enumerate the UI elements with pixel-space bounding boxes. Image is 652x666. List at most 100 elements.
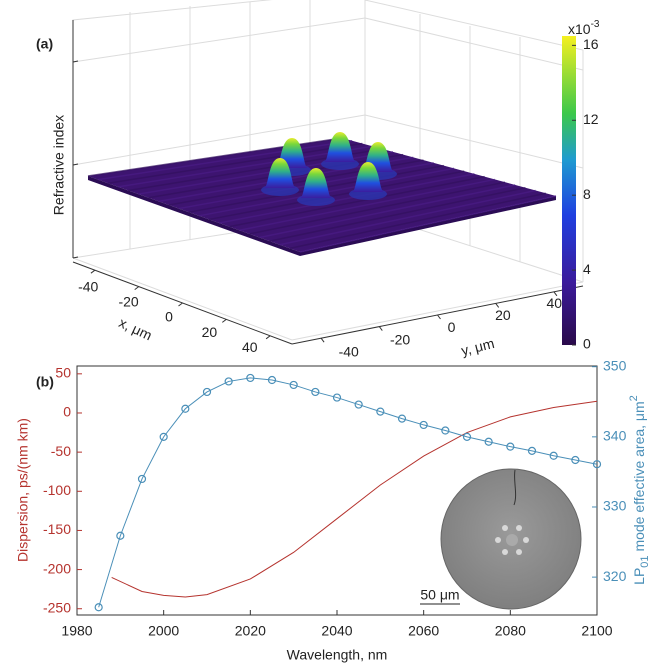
surface-edge: [300, 196, 556, 256]
y-tick-label: -100: [43, 482, 71, 498]
y-tick: [495, 303, 500, 308]
y-tick-label: 40: [547, 295, 563, 311]
y2-label-prefix: LP: [631, 568, 647, 585]
z-tick: [72, 60, 79, 63]
marker: [506, 442, 515, 451]
x-tick: [90, 269, 96, 274]
x-tick: [222, 318, 227, 323]
surface-ripple: [209, 170, 465, 221]
scale-base: x10: [568, 21, 591, 37]
y-tick-label: -40: [339, 344, 359, 360]
y-tick: [437, 314, 441, 320]
panel-b: (b) 50 μm Wavelength, nm Dispersion, ps/…: [15, 357, 651, 662]
marker: [376, 407, 385, 416]
marker: [332, 393, 342, 402]
y2-tick-label: 340: [603, 428, 627, 444]
y-tick-label: 0: [63, 404, 71, 420]
x-tick-label: 2020: [235, 623, 266, 639]
marker: [311, 387, 320, 397]
peak: [300, 168, 332, 198]
scale-exponent: -3: [591, 19, 600, 30]
y-tick-label: -50: [51, 443, 71, 459]
y-tick-label: -150: [43, 521, 71, 537]
y-tick-label: 20: [495, 307, 511, 323]
scale-bar-label: 50 μm: [420, 587, 459, 603]
x-tick-label: 2040: [321, 623, 352, 639]
colorbar-tick-label: 12: [583, 111, 599, 127]
y-tick-label: 50: [55, 365, 71, 381]
panel-label: (b): [36, 374, 54, 390]
x-tick-label: 20: [202, 324, 218, 340]
x-tick-label: 1980: [61, 623, 92, 639]
y2-tick-label: 320: [603, 568, 627, 584]
y-label: Dispersion, ps/(nm km): [15, 418, 31, 562]
surface-ripple: [279, 189, 536, 246]
grid-line: [72, 17, 366, 63]
z-tick: [72, 163, 79, 166]
surface-edge: [88, 176, 300, 256]
marker: [202, 387, 212, 397]
x-tick-label: 40: [242, 339, 258, 355]
colorbar-tick-label: 16: [583, 36, 599, 52]
y2-tick-label: 330: [603, 498, 627, 514]
y2-label-subscript: 01: [639, 555, 651, 567]
surface-ripple: [108, 142, 363, 184]
z-tick: [72, 256, 79, 259]
grid-line: [291, 281, 584, 341]
y2-tick-label: 350: [603, 357, 627, 373]
grid-line: [364, 114, 584, 169]
colorbar-tick-label: 8: [583, 186, 591, 202]
x-label: Wavelength, nm: [287, 647, 388, 663]
x-tick: [178, 302, 183, 307]
marker: [441, 426, 450, 435]
inset-cores: [495, 525, 529, 555]
y2-label-main: mode effective area, μm: [631, 401, 647, 555]
marker: [116, 531, 125, 540]
x-tick-label: 2100: [581, 623, 612, 639]
y-tick-label: -250: [43, 599, 71, 615]
marker: [224, 377, 233, 386]
colorbar-tick-label: 4: [583, 261, 591, 277]
surface-ripple: [289, 192, 546, 250]
surface-ripple: [219, 173, 475, 224]
marker: [462, 432, 472, 441]
surface-ripple: [97, 140, 353, 181]
series-line: [111, 400, 598, 598]
y-label: y, μm: [460, 335, 496, 359]
x-tick-label: 0: [165, 309, 173, 325]
box-edge: [364, 0, 584, 282]
marker: [592, 460, 602, 469]
grid-line: [72, 257, 293, 341]
y-tick-label: -200: [43, 560, 71, 576]
y-tick: [553, 291, 558, 297]
marker: [159, 432, 168, 441]
y-tick: [320, 337, 325, 343]
x-tick-label: 2000: [148, 623, 179, 639]
x-tick-label: 2080: [495, 623, 526, 639]
x-tick-label: -20: [118, 294, 138, 310]
x-tick: [134, 286, 139, 291]
grid-line: [72, 114, 366, 166]
marker: [137, 474, 147, 484]
marker: [484, 437, 493, 446]
grid-line: [364, 17, 584, 71]
y-tick-label: -20: [390, 331, 410, 347]
surface-ripple: [239, 178, 496, 232]
x-tick-label: 2060: [408, 623, 439, 639]
marker: [419, 420, 428, 430]
z-label: Refractive index: [51, 115, 67, 215]
marker: [289, 380, 298, 390]
surface-ripple: [259, 184, 516, 239]
colorbar-scale: x10-3: [568, 19, 600, 37]
marker: [549, 451, 558, 460]
surface-ripple: [229, 175, 485, 228]
surface-ripple: [249, 181, 506, 235]
surface-ripple: [299, 195, 557, 253]
x-tick-label: -40: [78, 278, 98, 294]
peak: [264, 158, 296, 188]
marker: [246, 373, 255, 383]
marker: [571, 455, 580, 465]
marker: [527, 446, 537, 455]
colorbar: [562, 36, 576, 345]
